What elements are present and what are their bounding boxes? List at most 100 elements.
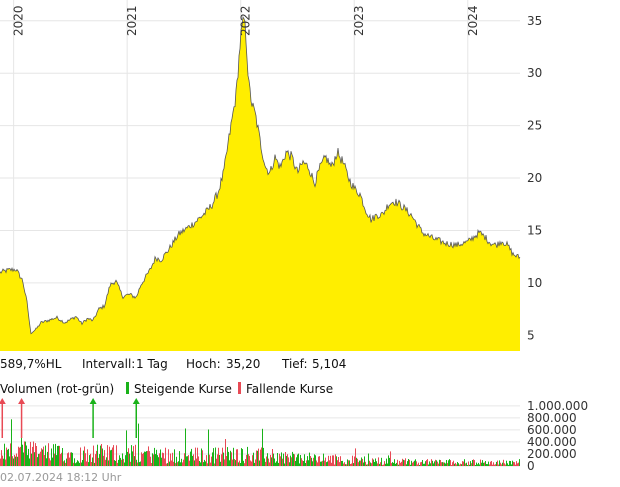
volume-bar (283, 453, 284, 466)
volume-bar (512, 460, 513, 466)
volume-bar (397, 459, 398, 466)
volume-bar (78, 461, 79, 466)
volume-bar (328, 455, 329, 466)
volume-bar (273, 453, 274, 466)
volume-bar (464, 459, 465, 466)
volume-bar (123, 458, 124, 466)
volume-bar (511, 464, 512, 466)
volume-bar (46, 458, 47, 466)
volume-bar (492, 464, 493, 466)
volume-bar (412, 462, 413, 466)
volume-bar (228, 451, 229, 466)
outlier-marker-arrow (132, 398, 140, 404)
volume-bar (388, 455, 389, 466)
volume-bar (303, 461, 304, 466)
volume-bar (476, 462, 477, 466)
volume-bar (225, 439, 226, 466)
volume-bar (379, 463, 380, 466)
volume-bar (405, 458, 406, 466)
volume-bar (14, 454, 15, 466)
volume-bar (117, 462, 118, 466)
price-y-tick-label: 35 (527, 14, 542, 28)
volume-bar (157, 455, 158, 466)
volume-bar (235, 460, 236, 466)
volume-bar (267, 453, 268, 466)
volume-bar (515, 464, 516, 466)
volume-bar (431, 459, 432, 466)
volume-bar (66, 458, 67, 466)
volume-bar (425, 461, 426, 466)
volume-bar (404, 460, 405, 466)
volume-bar (132, 451, 133, 466)
volume-bar (444, 462, 445, 466)
volume-bar (462, 461, 463, 466)
volume-bar (172, 452, 173, 466)
volume-bar (229, 460, 230, 466)
volume-bar (161, 457, 162, 466)
volume-bar (139, 462, 140, 466)
volume-bar (21, 437, 22, 466)
volume-bar (179, 451, 180, 466)
volume-bar (493, 462, 494, 466)
volume-bar (95, 454, 96, 466)
volume-bar (353, 463, 354, 466)
volume-bar (421, 461, 422, 466)
volume-bar (134, 456, 135, 466)
volume-legend: Volumen (rot-grün) Steigende Kurse Falle… (0, 382, 333, 396)
volume-bar (42, 449, 43, 466)
info-bar: 589,7%HL Intervall: 1 Tag Hoch: 35,20 Ti… (0, 357, 346, 371)
volume-bar (204, 459, 205, 466)
volume-bar (232, 459, 233, 466)
volume-bar (331, 462, 332, 466)
volume-bar (218, 447, 219, 466)
volume-bar (166, 463, 167, 466)
volume-bar (298, 453, 299, 466)
volume-bar (246, 454, 247, 466)
volume-bar (5, 459, 6, 466)
volume-bar (454, 463, 455, 466)
volume-bar (343, 463, 344, 466)
volume-bar (482, 460, 483, 466)
volume-bar (260, 449, 261, 466)
volume-bar (58, 445, 59, 466)
volume-bar (414, 460, 415, 466)
volume-y-tick-label: 600.000 (527, 423, 577, 437)
volume-bar (295, 461, 296, 466)
volume-bar (237, 449, 238, 466)
volume-bar (203, 462, 204, 466)
volume-bar (37, 457, 38, 466)
price-line (0, 15, 521, 335)
volume-bar (333, 455, 334, 466)
interval-label: Intervall: (82, 357, 135, 371)
volume-legend-title: Volumen (rot-grün) (0, 382, 114, 396)
volume-bar (299, 463, 300, 466)
volume-bar (249, 455, 250, 466)
volume-bar (197, 447, 198, 466)
price-y-axis: 5 10 15 20 25 30 35 (527, 14, 542, 343)
volume-bar (483, 462, 484, 466)
volume-bar (491, 461, 492, 466)
volume-bar (293, 453, 294, 466)
volume-bar (173, 461, 174, 466)
volume-bar (94, 462, 95, 466)
volume-bar (381, 457, 382, 466)
volume-bar (268, 458, 269, 466)
volume-bar (419, 465, 420, 466)
volume-bar (259, 460, 260, 466)
volume-bar (306, 460, 307, 466)
volume-y-tick-label: 800.000 (527, 411, 577, 425)
volume-bar (213, 448, 214, 466)
volume-bar (83, 450, 84, 466)
volume-bar (7, 449, 8, 466)
volume-bar (205, 461, 206, 466)
volume-bar (449, 459, 450, 466)
volume-bar (125, 455, 126, 466)
volume-bar (185, 428, 186, 466)
volume-bar (219, 455, 220, 466)
volume-bar (0, 458, 1, 466)
volume-bar (30, 441, 31, 466)
volume-bar (131, 445, 132, 466)
volume-bar (74, 458, 75, 466)
volume-bar (160, 449, 161, 466)
volume-bar (93, 445, 94, 466)
